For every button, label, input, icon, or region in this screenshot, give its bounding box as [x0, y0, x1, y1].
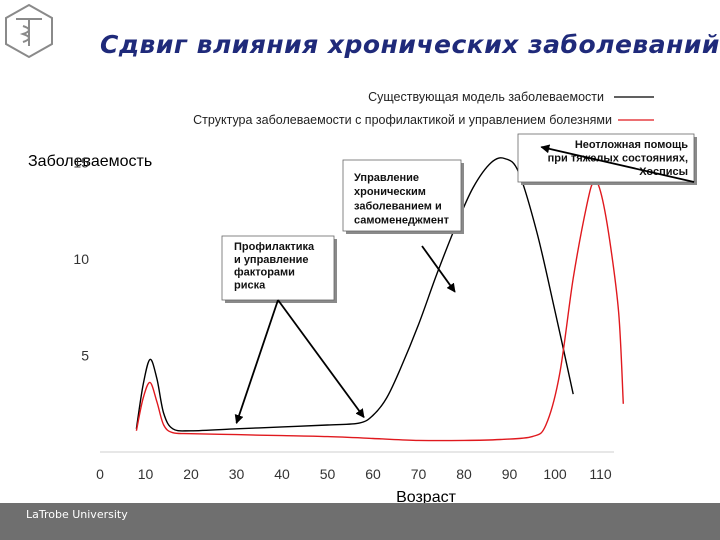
footer-band: [0, 503, 720, 540]
legend-label-existing: Существующая модель заболеваемости: [368, 90, 604, 104]
y-axis-label: Заболеваемость: [28, 153, 152, 170]
annotation-prevention-text-line: Профилактика: [234, 241, 315, 253]
annotation-prevention-arrow: [234, 299, 279, 424]
legend-label-prevention: Структура заболеваемости с профилактикой…: [193, 113, 612, 127]
x-tick-label: 0: [96, 466, 104, 482]
x-tick-label: 100: [543, 466, 567, 482]
annotation-prevention-text-line: риска: [234, 279, 266, 291]
annotation-prevention-text-line: и управление: [234, 254, 309, 266]
annotation-emergency-care-text-line: Неотложная помощь: [575, 139, 688, 151]
x-tick-label: 110: [589, 466, 612, 482]
x-tick-label: 30: [229, 466, 245, 482]
x-tick-label: 70: [411, 466, 427, 482]
x-tick-label: 50: [320, 466, 336, 482]
annotation-emergency-care-box: [517, 133, 695, 183]
y-tick-label: 5: [81, 348, 89, 364]
annotation-emergency-care-text-line: Хосписы: [639, 166, 688, 178]
x-tick-label: 60: [365, 466, 381, 482]
university-logo: [2, 2, 56, 60]
annotation-prevention-arrow: [277, 299, 365, 419]
annotation-prevention-box: [221, 235, 335, 301]
annotation-chronic-management-text-line: самоменеджмент: [354, 215, 450, 227]
x-tick-label: 10: [138, 466, 154, 482]
annotation-emergency-care-text-line: при тяжелых состояниях,: [548, 153, 688, 165]
annotation-chronic-management-text-line: хроническим: [354, 186, 426, 198]
annotation-prevention-text-line: факторами: [234, 267, 295, 279]
x-tick-label: 40: [274, 466, 290, 482]
y-tick-label: 10: [73, 251, 89, 267]
annotation-emergency-care-arrow: [540, 144, 695, 183]
annotation-chronic-management-box: [342, 159, 462, 232]
x-tick-label: 90: [502, 466, 518, 482]
x-axis-label: Возраст: [396, 489, 457, 506]
annotation-chronic-management-text-line: Управление: [354, 172, 419, 184]
y-tick-label: 15: [73, 155, 89, 171]
legend: Существующая модель заболеваемости Струк…: [193, 90, 654, 127]
series-line-existing: [135, 157, 574, 432]
annotation-chronic-management-arrow: [421, 245, 456, 293]
x-tick-label: 80: [456, 466, 472, 482]
slide-title: Сдвиг влияния хронических заболеваний: [100, 30, 720, 59]
footer-text: LaTrobe University: [26, 508, 128, 521]
annotation-chronic-management-text-line: заболеванием и: [354, 200, 442, 212]
x-tick-label: 20: [183, 466, 199, 482]
